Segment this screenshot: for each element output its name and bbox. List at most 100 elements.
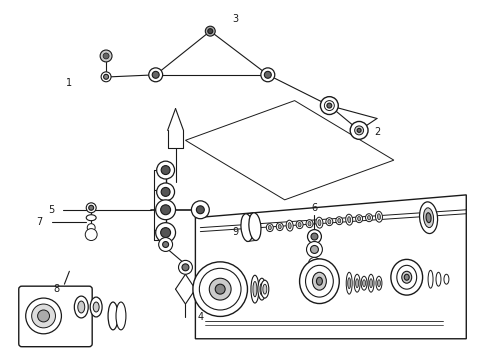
Text: 6: 6: [312, 203, 318, 213]
Ellipse shape: [199, 268, 241, 310]
Ellipse shape: [428, 270, 433, 288]
Ellipse shape: [313, 272, 326, 290]
Circle shape: [357, 129, 361, 132]
Ellipse shape: [298, 222, 301, 227]
Ellipse shape: [276, 223, 283, 231]
Circle shape: [307, 242, 322, 257]
Ellipse shape: [346, 272, 352, 294]
Circle shape: [182, 264, 189, 271]
FancyBboxPatch shape: [19, 286, 92, 347]
Ellipse shape: [278, 224, 281, 229]
Ellipse shape: [108, 302, 118, 330]
Ellipse shape: [348, 278, 351, 289]
Ellipse shape: [308, 221, 311, 226]
Ellipse shape: [249, 213, 261, 240]
Ellipse shape: [93, 302, 99, 312]
Circle shape: [157, 161, 174, 179]
Ellipse shape: [306, 265, 333, 297]
Ellipse shape: [338, 219, 341, 223]
Ellipse shape: [397, 265, 416, 289]
Circle shape: [156, 200, 175, 220]
Ellipse shape: [356, 279, 359, 288]
Ellipse shape: [375, 211, 383, 222]
Ellipse shape: [193, 262, 247, 316]
Ellipse shape: [423, 208, 434, 228]
Circle shape: [103, 53, 109, 59]
Circle shape: [311, 246, 319, 253]
Circle shape: [159, 238, 172, 251]
Circle shape: [355, 126, 364, 135]
Ellipse shape: [369, 279, 372, 288]
Circle shape: [163, 242, 169, 247]
Ellipse shape: [361, 276, 367, 290]
Ellipse shape: [366, 214, 372, 222]
Ellipse shape: [251, 275, 259, 303]
Circle shape: [149, 68, 163, 82]
Text: 2: 2: [374, 127, 380, 138]
Circle shape: [327, 103, 332, 108]
Ellipse shape: [419, 202, 438, 234]
Circle shape: [38, 310, 49, 322]
Ellipse shape: [358, 216, 361, 221]
Ellipse shape: [209, 278, 231, 300]
Ellipse shape: [404, 274, 409, 280]
Circle shape: [100, 50, 112, 62]
Circle shape: [309, 257, 320, 269]
Circle shape: [196, 206, 204, 214]
Circle shape: [208, 29, 213, 33]
Ellipse shape: [299, 259, 339, 303]
Circle shape: [161, 188, 170, 196]
Circle shape: [308, 230, 321, 243]
Ellipse shape: [328, 220, 331, 224]
Ellipse shape: [78, 301, 85, 313]
Ellipse shape: [391, 260, 422, 295]
Ellipse shape: [286, 220, 293, 231]
Ellipse shape: [318, 220, 321, 226]
Ellipse shape: [377, 280, 380, 287]
Circle shape: [32, 304, 55, 328]
Text: 3: 3: [232, 14, 238, 24]
Ellipse shape: [258, 278, 266, 300]
Circle shape: [152, 71, 159, 78]
Ellipse shape: [356, 215, 363, 223]
Ellipse shape: [288, 222, 291, 229]
Ellipse shape: [354, 274, 360, 292]
Ellipse shape: [368, 216, 370, 220]
Circle shape: [103, 74, 109, 79]
Ellipse shape: [74, 296, 88, 318]
Ellipse shape: [306, 220, 313, 228]
Ellipse shape: [296, 221, 303, 229]
Circle shape: [311, 233, 318, 240]
Ellipse shape: [444, 274, 449, 284]
Text: 7: 7: [36, 217, 43, 227]
Ellipse shape: [116, 302, 126, 330]
Ellipse shape: [346, 214, 353, 225]
Circle shape: [261, 68, 275, 82]
Ellipse shape: [86, 215, 96, 221]
Ellipse shape: [253, 282, 257, 297]
Ellipse shape: [376, 276, 382, 290]
Circle shape: [205, 26, 215, 36]
Ellipse shape: [402, 271, 412, 283]
Ellipse shape: [368, 274, 374, 292]
Circle shape: [324, 100, 334, 111]
Circle shape: [350, 121, 368, 139]
Ellipse shape: [363, 280, 366, 287]
Circle shape: [161, 166, 170, 175]
Ellipse shape: [326, 218, 333, 226]
Text: 1: 1: [66, 78, 73, 88]
Ellipse shape: [336, 217, 343, 225]
Ellipse shape: [377, 214, 380, 220]
Circle shape: [86, 203, 96, 213]
Ellipse shape: [426, 213, 431, 222]
Circle shape: [320, 96, 338, 114]
Text: 9: 9: [232, 226, 238, 237]
Circle shape: [101, 72, 111, 82]
Ellipse shape: [316, 217, 323, 228]
Ellipse shape: [436, 272, 441, 286]
Ellipse shape: [90, 297, 102, 317]
Circle shape: [25, 298, 61, 334]
Circle shape: [161, 205, 171, 215]
Circle shape: [192, 201, 209, 219]
Circle shape: [156, 223, 175, 243]
